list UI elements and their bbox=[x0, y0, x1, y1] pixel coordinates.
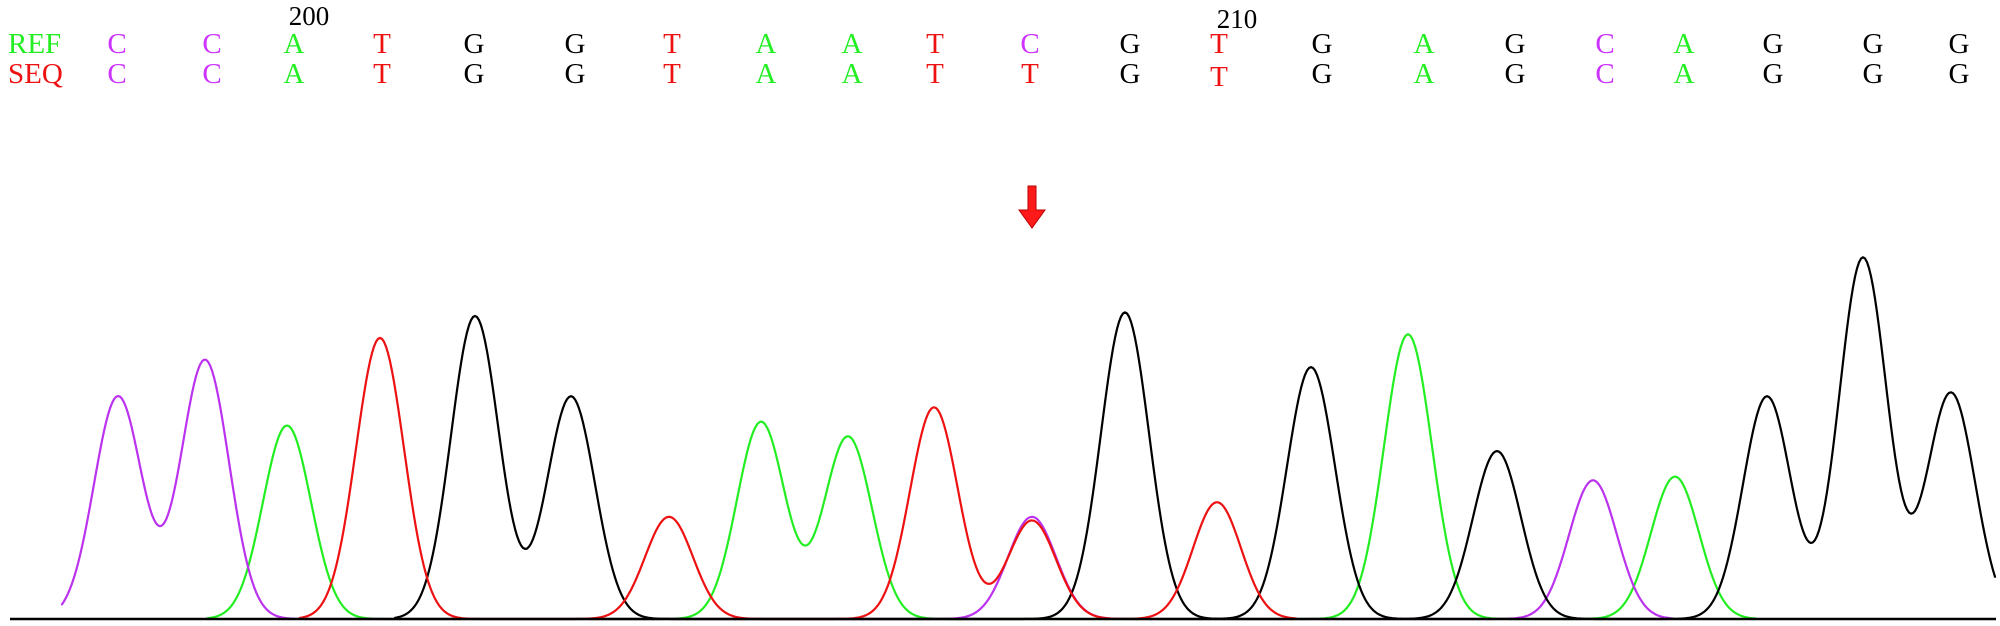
seq-base: A bbox=[1414, 58, 1435, 90]
ref-base: G bbox=[565, 28, 586, 60]
ref-row-label: REF bbox=[8, 28, 61, 60]
trace-T bbox=[298, 336, 1298, 621]
seq-base: G bbox=[464, 58, 485, 90]
ref-base: A bbox=[842, 28, 863, 60]
ref-base: A bbox=[284, 28, 305, 60]
ref-base: A bbox=[1414, 28, 1435, 60]
seq-base: G bbox=[565, 58, 586, 90]
seq-base: G bbox=[1763, 58, 1784, 90]
seq-base: A bbox=[1674, 58, 1695, 90]
seq-base: T bbox=[926, 58, 944, 90]
seq-base: G bbox=[1949, 58, 1970, 90]
ref-base: G bbox=[1312, 28, 1333, 60]
ref-base: T bbox=[663, 28, 681, 60]
seq-base: G bbox=[1505, 58, 1526, 90]
seq-base: T bbox=[663, 58, 681, 90]
trace-area bbox=[60, 256, 1997, 621]
position-markers: 200 210 bbox=[289, 1, 1258, 34]
trace-G bbox=[393, 256, 1997, 621]
ref-base: C bbox=[202, 28, 221, 60]
seq-base: A bbox=[842, 58, 863, 90]
ref-base: T bbox=[1210, 28, 1228, 60]
position-marker: 210 bbox=[1217, 4, 1258, 34]
seq-base: T bbox=[1021, 58, 1039, 90]
seq-row-label: SEQ bbox=[8, 58, 63, 90]
seq-base: T bbox=[373, 58, 391, 90]
ref-base: G bbox=[1505, 28, 1526, 60]
ref-base: C bbox=[1595, 28, 1614, 60]
seq-base: A bbox=[284, 58, 305, 90]
variant-arrow-shape bbox=[1018, 185, 1046, 229]
position-marker: 200 bbox=[289, 1, 330, 31]
ref-base: A bbox=[1674, 28, 1695, 60]
ref-base: A bbox=[756, 28, 777, 60]
seq-base: G bbox=[1120, 58, 1141, 90]
ref-base: G bbox=[1120, 28, 1141, 60]
seq-base: G bbox=[1863, 58, 1884, 90]
ref-base: G bbox=[1763, 28, 1784, 60]
ref-base: T bbox=[926, 28, 944, 60]
down-arrow-icon bbox=[1018, 185, 1046, 229]
seq-base: C bbox=[202, 58, 221, 90]
seq-base: C bbox=[1595, 58, 1614, 90]
seq-base: G bbox=[1312, 58, 1333, 90]
ref-base: G bbox=[1949, 28, 1970, 60]
ref-base: C bbox=[107, 28, 126, 60]
seq-base: C bbox=[107, 58, 126, 90]
seq-base: T bbox=[1210, 61, 1228, 93]
ref-base: G bbox=[1863, 28, 1884, 60]
ref-base: T bbox=[373, 28, 391, 60]
ref-base: C bbox=[1020, 28, 1039, 60]
ref-base: G bbox=[464, 28, 485, 60]
seq-base: A bbox=[756, 58, 777, 90]
